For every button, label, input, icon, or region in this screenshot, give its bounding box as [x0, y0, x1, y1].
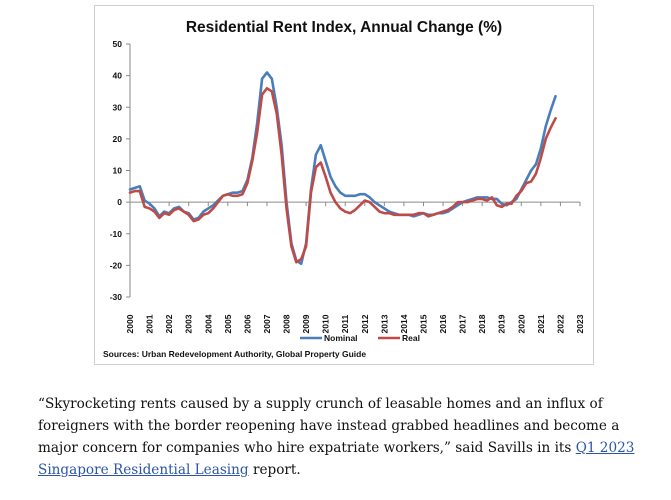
x-tick-label: 2003: [184, 314, 194, 333]
x-tick-label: 2022: [555, 314, 565, 333]
quote-end: report.: [248, 462, 301, 478]
y-tick-label: 0: [117, 197, 122, 207]
legend-label-real: Real: [402, 333, 420, 343]
x-tick-label: 2016: [438, 314, 448, 333]
x-tick-label: 2002: [164, 314, 174, 333]
y-tick-label: 50: [113, 39, 123, 49]
chart-frame: Residential Rent Index, Annual Change (%…: [94, 5, 594, 365]
x-tick-label: 2006: [242, 314, 252, 333]
x-tick-label: 2017: [458, 314, 468, 333]
rent-index-chart: Residential Rent Index, Annual Change (%…: [103, 19, 585, 359]
x-tick-label: 2012: [360, 314, 370, 333]
y-tick-label: -10: [110, 229, 123, 239]
y-tick-label: -20: [110, 260, 123, 270]
x-tick-label: 2000: [125, 314, 135, 333]
y-tick-label: 30: [113, 102, 123, 112]
x-tick-label: 2013: [379, 314, 389, 333]
y-tick-label: 40: [113, 71, 123, 81]
series-line-nominal: [128, 71, 557, 266]
x-tick-label: 2005: [223, 314, 233, 333]
x-tick-label: 2011: [340, 315, 350, 334]
chart-source: Sources: Urban Redevelopment Authority, …: [103, 349, 366, 359]
y-tick-label: -30: [110, 292, 123, 302]
x-tick-label: 2019: [497, 314, 507, 333]
report-link[interactable]: Q1 2023 Singapore Residential Leasing: [38, 440, 635, 478]
x-tick-label: 2015: [418, 314, 428, 333]
x-tick-label: 2004: [203, 314, 213, 333]
x-tick-label: 2023: [575, 314, 585, 333]
chart-title: Residential Rent Index, Annual Change (%…: [186, 19, 502, 36]
x-tick-label: 2007: [262, 314, 272, 333]
article-quote: “Skyrocketing rents caused by a supply c…: [38, 393, 658, 481]
y-tick-label: 10: [113, 166, 123, 176]
x-tick-label: 2020: [516, 314, 526, 333]
x-tick-label: 2008: [282, 314, 292, 333]
y-tick-label: 20: [113, 134, 123, 144]
series-line-real: [128, 86, 557, 264]
x-tick-label: 2001: [145, 314, 155, 333]
legend-label-nominal: Nominal: [324, 333, 358, 343]
x-tick-label: 2010: [321, 314, 331, 333]
x-tick-label: 2014: [399, 314, 409, 333]
quote-text: “Skyrocketing rents caused by a supply c…: [38, 396, 620, 456]
x-tick-label: 2009: [301, 314, 311, 333]
x-tick-label: 2018: [477, 314, 487, 333]
legend: Nominal Real: [300, 333, 420, 343]
x-tick-label: 2021: [536, 314, 546, 333]
